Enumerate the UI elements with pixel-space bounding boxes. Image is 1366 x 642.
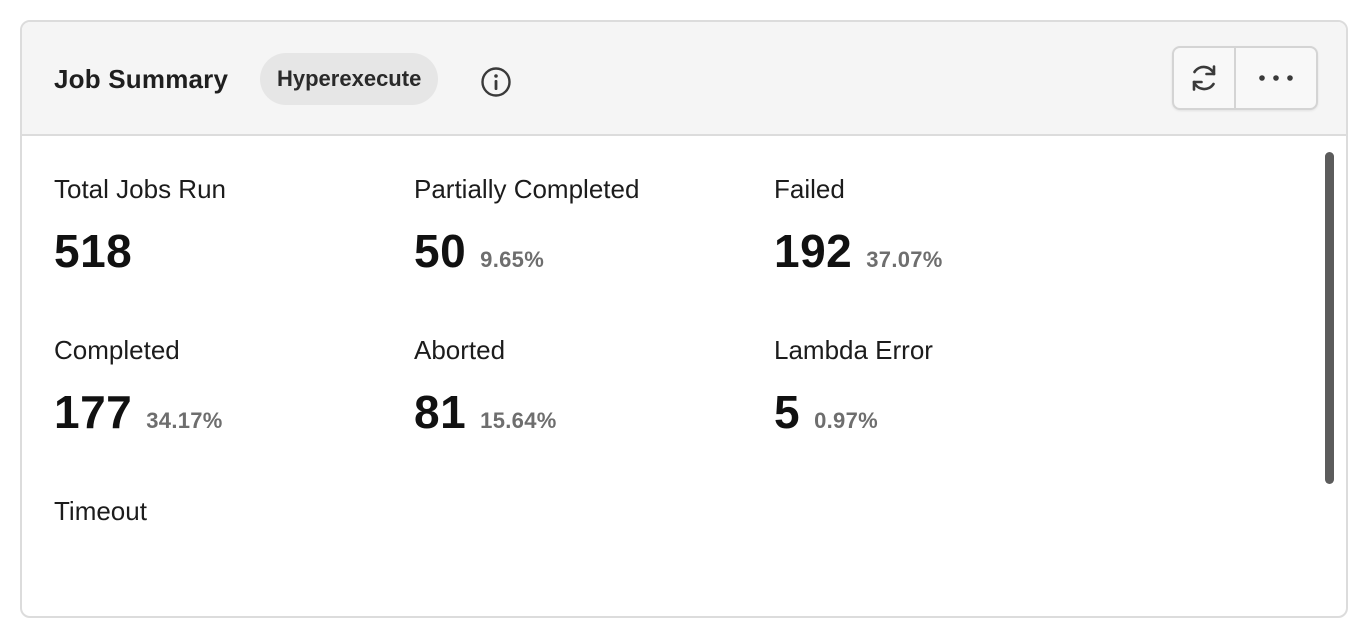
refresh-icon bbox=[1192, 65, 1216, 91]
metric-label: Failed bbox=[774, 174, 845, 204]
card-body: Total Jobs Run 518 Partially Completed 5… bbox=[22, 136, 1346, 616]
metric-label: Completed bbox=[54, 335, 180, 365]
metric-total-jobs-run: Total Jobs Run 518 bbox=[54, 174, 226, 277]
metric-label: Aborted bbox=[414, 335, 506, 365]
metric-failed: Failed 192 37.07% bbox=[774, 174, 942, 277]
metric-timeout: Timeout bbox=[54, 496, 147, 527]
metric-percent: 0.97% bbox=[814, 408, 878, 433]
metric-value: 192 bbox=[774, 225, 853, 277]
metric-percent: 34.17% bbox=[146, 408, 223, 433]
more-options-button[interactable] bbox=[1236, 48, 1316, 108]
vertical-scrollbar[interactable] bbox=[1325, 152, 1334, 484]
metric-aborted: Aborted 81 15.64% bbox=[414, 335, 556, 438]
metric-value: 81 bbox=[414, 386, 467, 438]
metric-value: 518 bbox=[54, 225, 133, 277]
metric-label: Partially Completed bbox=[414, 174, 640, 204]
metric-label: Total Jobs Run bbox=[54, 174, 226, 204]
card-title: Job Summary bbox=[54, 64, 229, 94]
product-badge: Hyperexecute bbox=[260, 53, 439, 105]
metric-lambda-error: Lambda Error 5 0.97% bbox=[774, 335, 933, 438]
card-header: Job Summary Hyperexecute bbox=[22, 22, 1346, 136]
card-actions bbox=[1172, 46, 1318, 110]
metric-label: Timeout bbox=[54, 496, 147, 526]
metric-value: 5 bbox=[774, 386, 801, 438]
metric-partially-completed: Partially Completed 50 9.65% bbox=[414, 174, 640, 277]
info-icon[interactable] bbox=[480, 66, 512, 98]
more-horizontal-icon bbox=[1259, 75, 1293, 81]
metric-value: 177 bbox=[54, 386, 133, 438]
metric-percent: 15.64% bbox=[480, 408, 557, 433]
metric-percent: 9.65% bbox=[480, 247, 545, 272]
job-summary-card: Job Summary Hyperexecute bbox=[20, 20, 1348, 618]
metric-completed: Completed 177 34.17% bbox=[54, 335, 222, 438]
metric-value: 50 bbox=[414, 225, 467, 277]
metric-percent: 37.07% bbox=[866, 247, 943, 272]
metric-label: Lambda Error bbox=[774, 335, 933, 365]
refresh-button[interactable] bbox=[1174, 48, 1236, 108]
